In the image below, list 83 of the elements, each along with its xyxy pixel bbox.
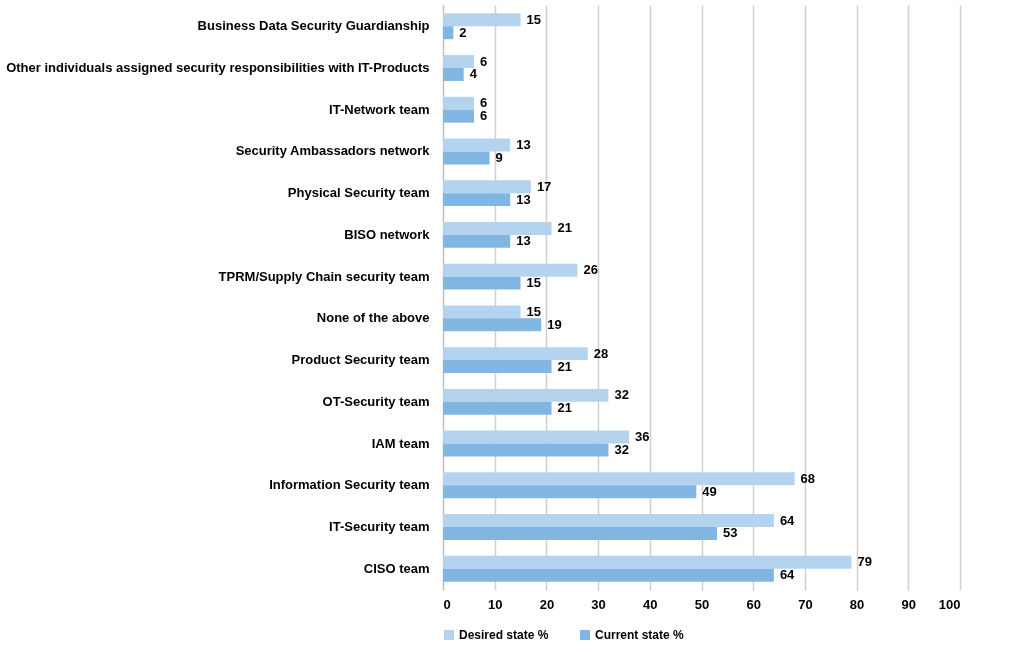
y-tick-label: TPRM/Supply Chain security team bbox=[218, 268, 430, 284]
data-label: 64 bbox=[779, 567, 796, 583]
bar bbox=[443, 388, 609, 402]
x-tick-label: 90 bbox=[901, 596, 917, 612]
bar bbox=[443, 318, 542, 332]
data-label: 15 bbox=[526, 303, 542, 319]
bar bbox=[443, 347, 588, 361]
bar bbox=[443, 568, 774, 582]
data-label: 13 bbox=[516, 191, 531, 207]
data-label: 15 bbox=[526, 11, 542, 27]
bar bbox=[443, 109, 475, 123]
data-label: 6 bbox=[480, 95, 488, 111]
bar bbox=[443, 430, 630, 444]
y-tick-label: Business Data Security Guardianship bbox=[197, 18, 430, 34]
data-label: 49 bbox=[702, 483, 717, 499]
y-tick-label: Physical Security team bbox=[287, 185, 430, 201]
y-tick-label: Product Security team bbox=[291, 352, 430, 368]
y-tick-label: IAM team bbox=[371, 435, 430, 451]
data-label: 13 bbox=[516, 136, 531, 152]
x-tick-label: 10 bbox=[487, 596, 503, 612]
data-label: 53 bbox=[723, 525, 738, 541]
x-tick-label: 100 bbox=[938, 596, 961, 612]
y-tick-label: None of the above bbox=[316, 310, 430, 326]
data-label: 26 bbox=[583, 262, 598, 278]
bar bbox=[443, 68, 464, 81]
data-label: 21 bbox=[557, 220, 573, 236]
x-tick-label: 20 bbox=[539, 596, 555, 612]
data-label: 15 bbox=[526, 275, 542, 291]
bar bbox=[443, 485, 697, 499]
bar bbox=[443, 96, 475, 110]
bar bbox=[443, 13, 521, 27]
bar bbox=[443, 55, 475, 69]
bar bbox=[443, 526, 718, 540]
x-tick-label: 80 bbox=[849, 596, 865, 612]
data-label: 17 bbox=[536, 178, 552, 194]
bar bbox=[443, 151, 490, 165]
bar bbox=[443, 180, 531, 194]
bar bbox=[443, 443, 609, 457]
data-label: 32 bbox=[614, 387, 629, 403]
x-tick-label: 40 bbox=[643, 596, 658, 612]
legend-label: Current state % bbox=[595, 628, 685, 642]
x-tick-label: 70 bbox=[798, 596, 813, 612]
bar bbox=[443, 360, 552, 374]
bar bbox=[443, 305, 521, 319]
data-label: 9 bbox=[495, 149, 503, 165]
bar bbox=[443, 276, 521, 290]
y-tick-label: Other individuals assigned security responsibilities with IT-Products bbox=[6, 60, 430, 76]
y-tick-label: IT-Network team bbox=[329, 101, 430, 117]
data-label: 6 bbox=[480, 53, 488, 69]
data-label: 2 bbox=[459, 24, 467, 40]
y-tick-label: Security Ambassadors network bbox=[235, 143, 431, 159]
data-label: 68 bbox=[800, 470, 816, 486]
y-tick-label: BISO network bbox=[344, 226, 431, 242]
bar bbox=[443, 263, 578, 277]
y-tick-label: OT-Security team bbox=[322, 393, 430, 409]
bar bbox=[443, 555, 852, 569]
data-label: 21 bbox=[557, 358, 573, 374]
x-tick-label: 0 bbox=[443, 596, 451, 612]
x-tick-label: 60 bbox=[746, 596, 761, 612]
bar bbox=[443, 221, 552, 235]
data-label: 64 bbox=[779, 512, 796, 528]
x-tick-label: 50 bbox=[694, 596, 710, 612]
y-tick-label: IT-Security team bbox=[329, 518, 430, 534]
y-tick-label: Information Security team bbox=[269, 477, 430, 493]
bar bbox=[443, 472, 795, 486]
bar bbox=[443, 193, 511, 207]
data-label: 36 bbox=[635, 429, 650, 445]
data-label: 13 bbox=[516, 233, 531, 249]
bar bbox=[443, 514, 774, 527]
bar bbox=[443, 234, 511, 248]
data-label: 19 bbox=[547, 316, 562, 332]
data-label: 6 bbox=[480, 108, 488, 124]
bar bbox=[443, 401, 552, 415]
x-tick-label: 30 bbox=[591, 596, 606, 612]
data-label: 32 bbox=[614, 442, 629, 458]
data-label: 28 bbox=[593, 345, 609, 361]
bar bbox=[443, 138, 511, 152]
bar bbox=[443, 26, 454, 40]
data-label: 4 bbox=[469, 66, 478, 82]
data-label: 79 bbox=[857, 554, 872, 570]
data-label: 21 bbox=[557, 400, 573, 416]
legend-label: Desired state % bbox=[459, 628, 549, 642]
y-tick-label: CISO team bbox=[363, 560, 430, 576]
